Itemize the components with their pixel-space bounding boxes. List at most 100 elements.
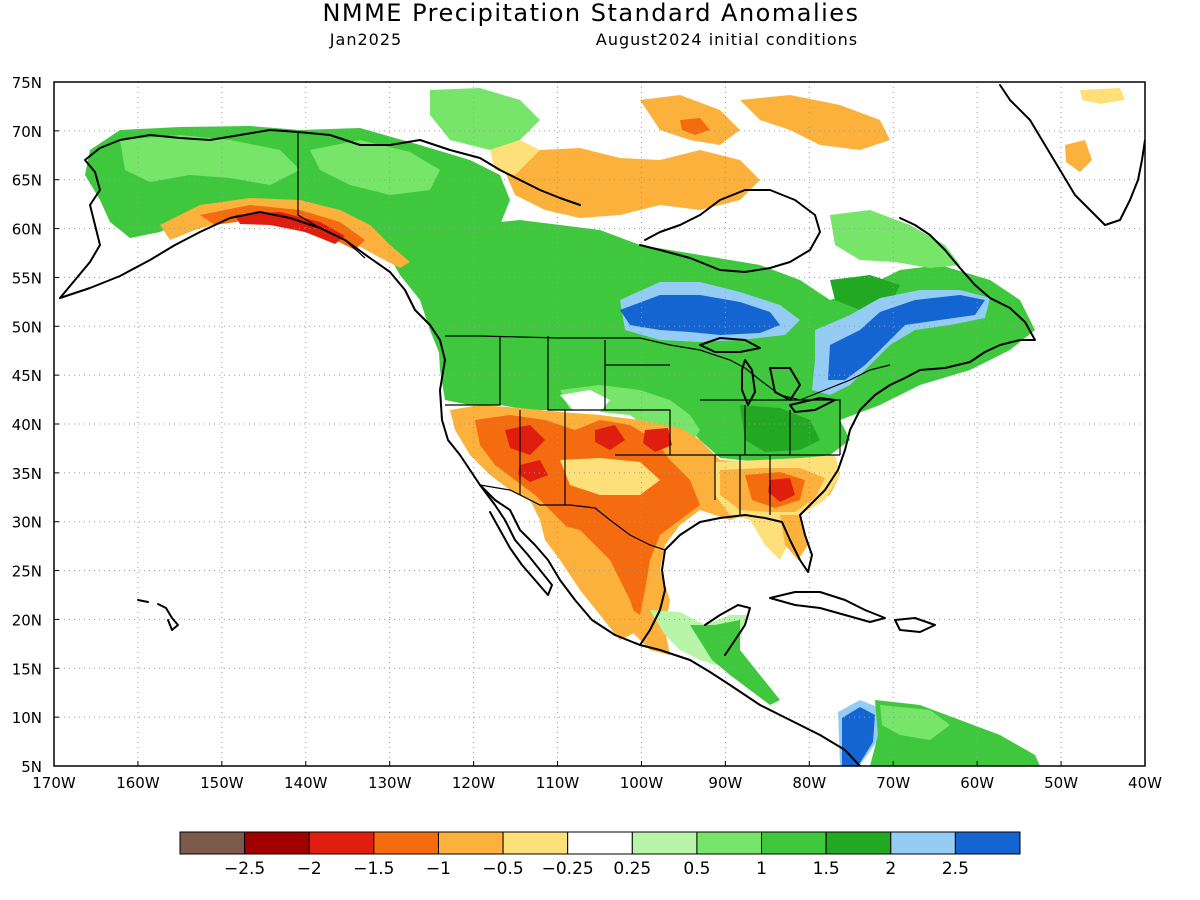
coastline-hawaii [137, 599, 179, 631]
legend-swatch [954, 831, 1021, 855]
coastline-gulf [639, 429, 851, 646]
legend-swatch [244, 831, 310, 855]
lon-tick-label: 160W [116, 774, 160, 792]
anomaly-region-southwest-red4 [518, 460, 548, 482]
anomaly-region-southwest-red2 [595, 425, 625, 450]
lat-tick-label: 45N [12, 367, 42, 385]
lat-tick-label: 25N [12, 563, 42, 581]
coastline-pacific-us [439, 359, 861, 766]
longitude-labels: 170W 160W 150W 140W 130W 120W 110W 100W 90W 80W 70… [32, 774, 1162, 792]
coastline-cuba [769, 591, 886, 623]
lon-tick-label: 90W [708, 774, 742, 792]
legend-label: −1.5 [353, 859, 394, 879]
border-us-canada [445, 335, 891, 401]
coastline-lake-huron [769, 367, 801, 401]
legend-swatch [631, 831, 698, 855]
anomaly-region-greatlakes-blue [620, 295, 780, 335]
legend-swatch [502, 831, 569, 855]
lon-tick-label: 40W [1128, 774, 1162, 792]
latitude-labels: 5N 10N 15N 20N 25N 30N 35N 40N 45N 50N 55N 60N 65N 70… [12, 74, 42, 776]
political-borders [297, 132, 891, 551]
coastline-arctic [297, 131, 581, 206]
tick-marks [53, 81, 1146, 767]
legend-label: 2 [885, 859, 896, 879]
anomaly-region-ohio-wet [740, 405, 820, 452]
anomaly-region-greenland-dry [1080, 88, 1125, 104]
legend-label: 2.5 [942, 859, 969, 879]
border-state-2 [547, 336, 606, 411]
lat-tick-label: 30N [12, 514, 42, 532]
lat-tick-label: 20N [12, 611, 42, 629]
legend-label: −2.5 [224, 859, 265, 879]
coastline-alaska [59, 211, 446, 361]
anomaly-region-arctic-dry [500, 148, 760, 218]
coastline-lake-superior [699, 337, 761, 353]
anomaly-region-yukon-lightwet [310, 140, 440, 195]
anomaly-region-baffin-east-dry [740, 95, 890, 150]
anomaly-region-mexico-orange [540, 520, 640, 640]
lon-tick-label: 150W [200, 774, 244, 792]
lon-tick-label: 60W [960, 774, 994, 792]
coastlines [59, 84, 1145, 766]
coastline-alaska-west [59, 129, 299, 299]
legend-label: 1.5 [813, 859, 840, 879]
coastline-baja [479, 484, 553, 596]
lon-tick-label: 80W [792, 774, 826, 792]
lat-tick-label: 55N [12, 269, 42, 287]
anomaly-region-nevada-white [560, 390, 610, 412]
anomaly-region-centralamerica-wet [690, 620, 780, 705]
coastline-atlantic [849, 217, 1036, 431]
legend-swatch [825, 831, 892, 855]
legend-swatch [696, 831, 763, 855]
border-state-4 [519, 410, 670, 505]
anomaly-region-southamerica-blue [842, 707, 875, 766]
lat-tick-label: 70N [12, 123, 42, 141]
lon-tick-label: 120W [452, 774, 496, 792]
anomaly-region-southamerica-lightwet [880, 705, 950, 740]
legend-swatch [567, 831, 633, 855]
anomaly-region-florida-dry [780, 515, 808, 560]
anomaly-region-southwest-red3 [643, 428, 672, 452]
legend-label: −0.25 [542, 859, 594, 879]
legend-label: 0.25 [613, 859, 651, 879]
border-alaska-canada [297, 132, 366, 259]
lon-tick-label: 130W [368, 774, 412, 792]
coastline-lake-michigan [741, 359, 756, 406]
anomaly-region-arctic-paledry [490, 140, 540, 175]
anomaly-region-quebec-blue [828, 295, 985, 380]
forecast-month: Jan2025 [329, 30, 402, 49]
initial-conditions: August2024 initial conditions [596, 30, 858, 49]
lon-tick-label: 140W [284, 774, 328, 792]
legend-label: 1 [756, 859, 767, 879]
chart-title: NMME Precipitation Standard Anomalies [322, 0, 859, 27]
legend-swatch [761, 831, 827, 855]
anomaly-region-alaska-coast-red [235, 212, 345, 244]
legend-label: −0.5 [482, 859, 523, 879]
legend-label: −1 [426, 859, 451, 879]
coastline-yucatan [704, 604, 751, 656]
legend-label: −2 [297, 859, 322, 879]
anomaly-region-greenland-dry2 [1065, 140, 1092, 172]
coastline-hispaniola [894, 617, 936, 633]
lon-tick-label: 100W [620, 774, 664, 792]
border-state-6 [700, 399, 841, 455]
color-legend: −2.5 −2 −1.5 −1 −0.5 −0.25 0.25 0.5 1 1.5 2 2.5 [179, 831, 1021, 879]
anomaly-region-georgia-red [768, 478, 795, 502]
lat-tick-label: 10N [12, 709, 42, 727]
border-state-5 [715, 454, 840, 515]
coastline-hudson-bay [639, 189, 821, 273]
lat-tick-label: 75N [12, 74, 42, 92]
border-state-1 [445, 336, 501, 406]
legend-swatch [373, 831, 439, 855]
lon-tick-label: 50W [1044, 774, 1078, 792]
anomaly-region-labrador-wet [830, 210, 960, 268]
legend-swatch [890, 831, 956, 855]
lat-tick-label: 35N [12, 465, 42, 483]
anomaly-shading [85, 88, 1125, 766]
map-grid [54, 82, 1145, 766]
anomaly-region-southwest-red1 [505, 425, 545, 455]
anomaly-region-nunavut-wet [430, 88, 540, 150]
coastline-greenland [999, 84, 1145, 226]
lat-tick-label: 50N [12, 318, 42, 336]
